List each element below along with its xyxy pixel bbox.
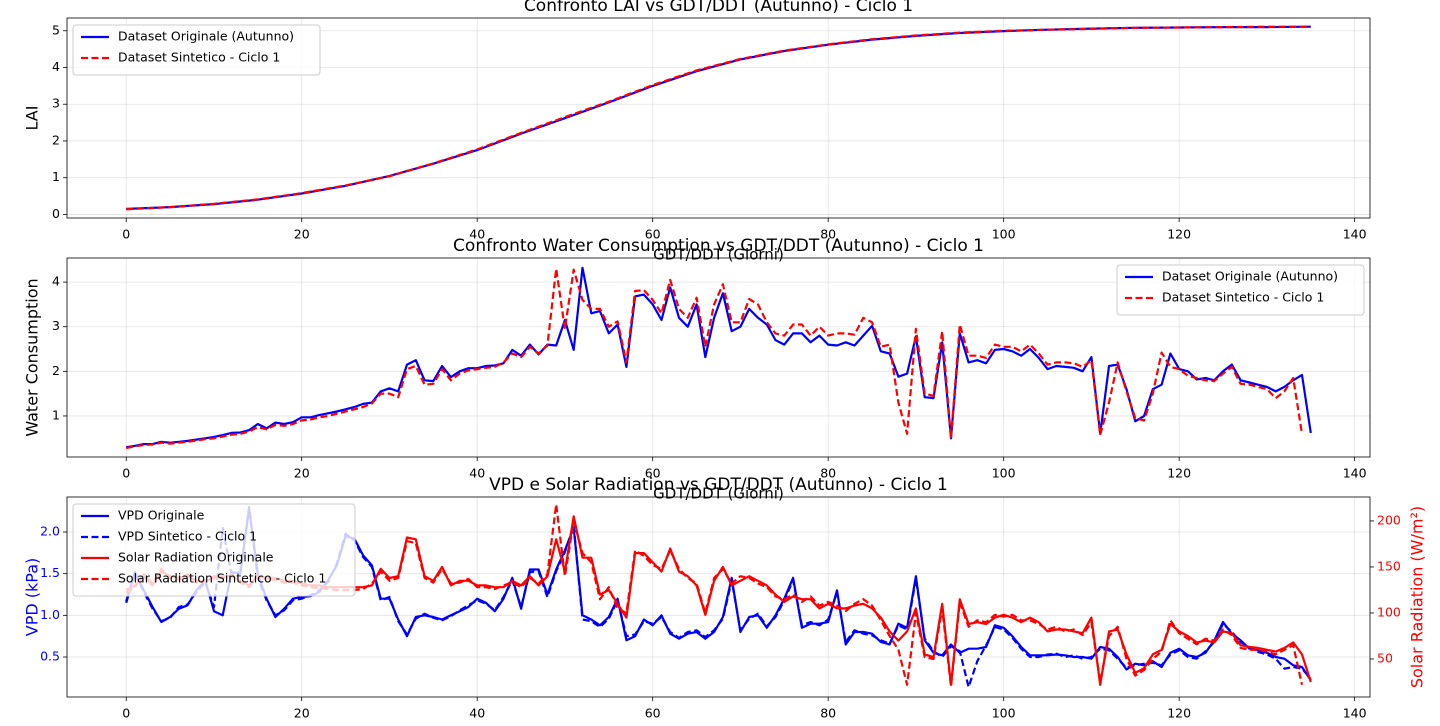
x-tick-label: 140 bbox=[1343, 706, 1367, 721]
y-tick-label: 5 bbox=[52, 22, 60, 37]
x-tick-label: 140 bbox=[1343, 466, 1367, 481]
legend-label: VPD Originale bbox=[118, 508, 205, 523]
x-tick-label: 20 bbox=[294, 706, 310, 721]
legend-box bbox=[72, 24, 321, 76]
y2-tick-label: 100 bbox=[1377, 604, 1401, 619]
series-line bbox=[126, 266, 1312, 449]
legend-label: Solar Radiation Originale bbox=[118, 550, 274, 565]
x-tick-label: 140 bbox=[1343, 227, 1367, 242]
y-tick-label: 4 bbox=[52, 274, 60, 289]
y-tick-label: 3 bbox=[52, 318, 60, 333]
x-tick-label: 40 bbox=[469, 706, 485, 721]
x-axis-label: GDT/DDT (Giorni) bbox=[653, 485, 784, 503]
legend-box bbox=[1116, 264, 1365, 316]
x-tick-label: 0 bbox=[122, 706, 130, 721]
y-tick-label: 2.0 bbox=[40, 524, 60, 539]
y-tick-label: 2 bbox=[52, 132, 60, 147]
y-axis-label: VPD (kPa) bbox=[23, 558, 42, 636]
x-tick-label: 40 bbox=[469, 466, 485, 481]
y-axis-label: Water Consumption bbox=[23, 278, 42, 436]
chart-title: Confronto Water Consumption vs GDT/DDT (… bbox=[453, 236, 984, 256]
x-tick-label: 20 bbox=[294, 227, 310, 242]
y2-axis-label: Solar Radiation (W/m²) bbox=[1408, 506, 1427, 688]
legend-box bbox=[72, 503, 356, 597]
x-tick-label: 120 bbox=[1167, 227, 1191, 242]
y-axis-label: LAI bbox=[23, 106, 42, 131]
axes-frame bbox=[66, 257, 1371, 458]
y2-tick-label: 150 bbox=[1377, 558, 1401, 573]
x-tick-label: 0 bbox=[122, 227, 130, 242]
y-tick-label: 1 bbox=[52, 407, 60, 422]
series-line bbox=[126, 25, 1311, 211]
y-tick-label: 4 bbox=[52, 59, 60, 74]
legend-label: Dataset Originale (Autunno) bbox=[1162, 269, 1338, 284]
axes-frame bbox=[66, 496, 1371, 698]
series-line bbox=[125, 505, 1312, 689]
axes-frame bbox=[66, 17, 1371, 219]
series-line bbox=[125, 267, 1304, 450]
x-tick-label: 20 bbox=[294, 466, 310, 481]
x-tick-label: 100 bbox=[992, 466, 1016, 481]
y2-tick-label: 50 bbox=[1377, 650, 1393, 665]
x-tick-label: 0 bbox=[122, 466, 130, 481]
y-tick-label: 0.5 bbox=[40, 649, 60, 664]
chart-title: VPD e Solar Radiation vs GDT/DDT (Autunn… bbox=[489, 475, 948, 495]
y-tick-label: 1 bbox=[52, 169, 60, 184]
x-tick-label: 80 bbox=[820, 227, 836, 242]
y-tick-label: 0 bbox=[52, 206, 60, 221]
chart-title: Confronto LAI vs GDT/DDT (Autunno) - Cic… bbox=[524, 0, 913, 16]
x-tick-label: 120 bbox=[1167, 706, 1191, 721]
legend-label: Dataset Sintetico - Ciclo 1 bbox=[1162, 290, 1324, 305]
x-tick-label: 80 bbox=[820, 706, 836, 721]
legend-label: Solar Radiation Sintetico - Ciclo 1 bbox=[118, 571, 326, 586]
x-tick-label: 60 bbox=[645, 706, 661, 721]
y-tick-label: 1.5 bbox=[40, 565, 60, 580]
legend-label: Dataset Originale (Autunno) bbox=[118, 29, 294, 44]
x-tick-label: 60 bbox=[645, 227, 661, 242]
y-tick-label: 1.0 bbox=[40, 607, 60, 622]
legend-label: Dataset Sintetico - Ciclo 1 bbox=[118, 50, 280, 65]
y-tick-label: 3 bbox=[52, 96, 60, 111]
y2-tick-label: 200 bbox=[1377, 512, 1401, 527]
y-tick-label: 2 bbox=[52, 363, 60, 378]
x-tick-label: 100 bbox=[992, 227, 1016, 242]
x-tick-label: 80 bbox=[820, 466, 836, 481]
x-tick-label: 120 bbox=[1167, 466, 1191, 481]
x-tick-label: 100 bbox=[992, 706, 1016, 721]
x-tick-label: 40 bbox=[469, 227, 485, 242]
x-tick-label: 60 bbox=[645, 466, 661, 481]
legend-label: VPD Sintetico - Ciclo 1 bbox=[118, 529, 257, 544]
x-axis-label: GDT/DDT (Giorni) bbox=[653, 246, 784, 264]
